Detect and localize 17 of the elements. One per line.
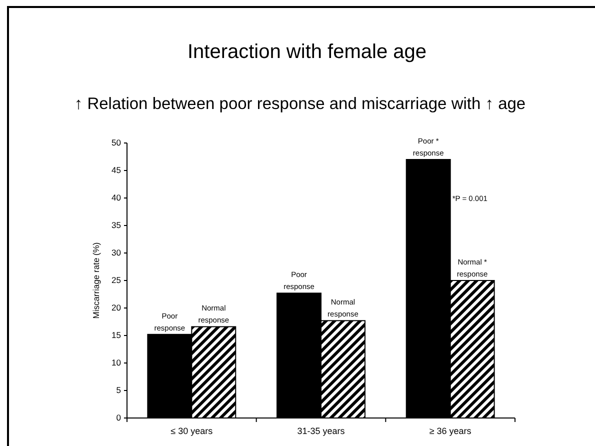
y-tick-label: 35 <box>112 220 122 230</box>
y-tick-label: 15 <box>112 330 122 340</box>
x-tick-label: ≥ 36 years <box>429 426 472 436</box>
y-tick-label: 10 <box>112 358 122 368</box>
y-tick-label: 20 <box>112 302 122 313</box>
y-tick-label: 45 <box>112 165 122 176</box>
y-tick-label: 5 <box>116 385 122 396</box>
y-axis-title: Miscarriage rate (%) <box>91 242 101 319</box>
y-tick-label: 25 <box>112 275 122 286</box>
x-tick-label: ≤ 30 years <box>170 426 214 436</box>
y-tick-label: 0 <box>116 412 122 423</box>
y-tick-label: 30 <box>112 248 122 258</box>
chart-title: Interaction with female age <box>187 41 427 63</box>
y-tick-label: 40 <box>112 192 122 203</box>
x-tick-label: 31-35 years <box>297 426 346 436</box>
y-tick-label: 50 <box>112 138 122 148</box>
chart-subtitle: ↑ Relation between poor response and miscarriage with ↑ age <box>74 95 526 113</box>
